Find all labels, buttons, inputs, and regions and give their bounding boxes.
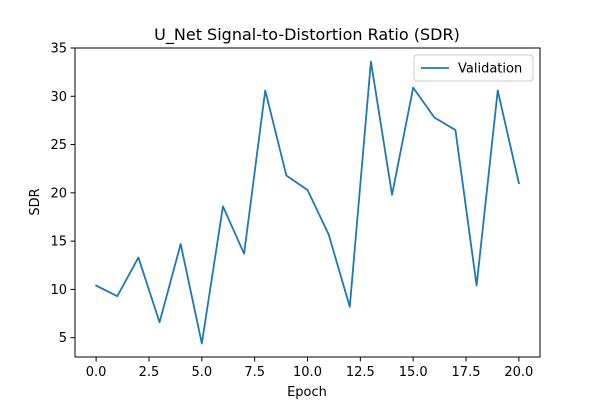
y-tick-label: 20: [50, 186, 67, 201]
axis-ticks: 0.0 2.5 5.0 7.5 10.0 12.5 15.0 17.5 20.0 5 10 15 20 2…: [50, 42, 533, 381]
series-line-1: [94, 60, 520, 345]
x-tick-label: 10.0: [293, 365, 322, 380]
y-tick-label: 25: [50, 138, 67, 153]
x-tick-label: 20.0: [504, 365, 533, 380]
legend-label: Validation: [458, 62, 522, 77]
legend: Validation: [413, 54, 534, 82]
y-tick-label: 35: [50, 42, 67, 57]
x-tick-label: 15.0: [399, 365, 428, 380]
y-tick-label: 15: [50, 235, 67, 250]
x-tick-label: 5.0: [191, 365, 212, 380]
y-tick-label: 10: [50, 283, 67, 298]
x-axis-label: Epoch: [287, 385, 327, 400]
y-tick-label: 30: [50, 90, 67, 105]
y-axis-label: SDR: [28, 188, 43, 215]
chart-title: U_Net Signal-to-Distortion Ratio (SDR): [154, 25, 460, 45]
x-tick-label: 0.0: [86, 365, 107, 380]
x-tick-label: 2.5: [139, 365, 160, 380]
x-tick-label: 12.5: [346, 365, 375, 380]
x-tick-label: 17.5: [452, 365, 481, 380]
y-tick-label: 5: [59, 331, 67, 346]
legend-box: [413, 54, 534, 82]
x-tick-label: 7.5: [244, 365, 265, 380]
